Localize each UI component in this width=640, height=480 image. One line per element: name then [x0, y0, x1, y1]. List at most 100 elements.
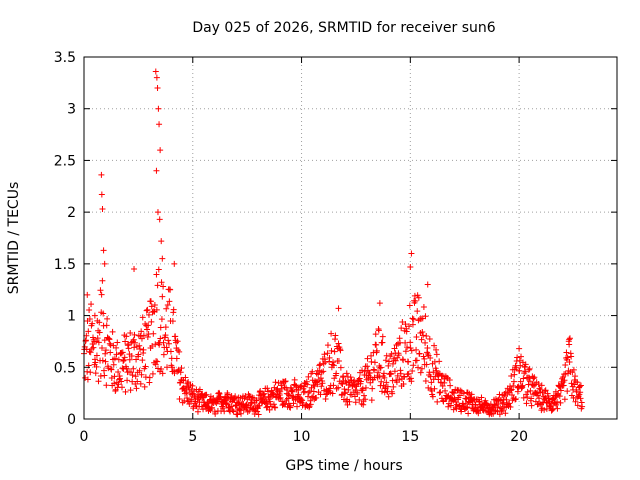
data-point — [520, 375, 527, 382]
data-point — [530, 382, 537, 389]
data-point — [139, 314, 146, 321]
data-point — [420, 304, 427, 311]
data-point — [230, 408, 237, 415]
data-point — [423, 361, 430, 368]
data-point — [84, 291, 91, 298]
data-point — [114, 339, 121, 346]
data-point — [203, 391, 210, 398]
data-point — [407, 263, 414, 270]
data-point — [99, 357, 106, 364]
data-point — [85, 328, 92, 335]
data-point — [115, 368, 122, 375]
data-point — [138, 371, 145, 378]
data-point — [566, 335, 573, 342]
data-point — [343, 370, 350, 377]
data-point — [564, 388, 571, 395]
data-point — [531, 374, 538, 381]
data-point — [146, 374, 153, 381]
data-point — [101, 372, 108, 379]
data-point — [98, 191, 105, 198]
data-point — [154, 209, 161, 216]
data-point — [564, 354, 571, 361]
data-point — [153, 358, 160, 365]
data-point — [413, 334, 420, 341]
data-point — [433, 346, 440, 353]
data-point — [335, 340, 342, 347]
data-point — [418, 365, 425, 372]
data-point — [281, 401, 288, 408]
data-point — [129, 372, 136, 379]
data-point — [295, 391, 302, 398]
data-point — [165, 337, 172, 344]
data-point — [169, 318, 176, 325]
data-point — [304, 393, 311, 400]
data-point — [120, 356, 127, 363]
data-point — [127, 369, 134, 376]
data-point — [127, 387, 134, 394]
data-point — [379, 333, 386, 340]
data-point — [115, 356, 122, 363]
data-point — [145, 322, 152, 329]
data-point — [386, 358, 393, 365]
data-point — [173, 355, 180, 362]
data-point — [158, 279, 165, 286]
data-point — [155, 266, 162, 273]
data-point — [553, 401, 560, 408]
data-point — [576, 383, 583, 390]
data-point — [290, 400, 297, 407]
data-point — [445, 403, 452, 410]
data-point — [536, 400, 543, 407]
data-point — [330, 382, 337, 389]
data-point — [410, 316, 417, 323]
data-point — [133, 356, 140, 363]
data-point — [144, 326, 151, 333]
data-point — [369, 385, 376, 392]
data-point — [508, 372, 515, 379]
data-point — [209, 404, 216, 411]
data-point — [409, 315, 416, 322]
data-point — [149, 370, 156, 377]
data-point — [335, 358, 342, 365]
data-point — [113, 344, 120, 351]
data-point — [395, 352, 402, 359]
data-point — [317, 375, 324, 382]
data-point — [152, 341, 159, 348]
data-point — [294, 403, 301, 410]
data-point — [566, 336, 573, 343]
data-point — [424, 345, 431, 352]
data-point — [171, 370, 178, 377]
data-point — [465, 410, 472, 417]
data-point — [409, 368, 416, 375]
data-point — [563, 349, 570, 356]
data-point — [431, 358, 438, 365]
data-point — [305, 373, 312, 380]
data-point — [430, 369, 437, 376]
data-point — [519, 382, 526, 389]
data-point — [512, 396, 519, 403]
y-tick-label: 2 — [67, 205, 76, 221]
data-point — [317, 361, 324, 368]
data-point — [457, 387, 464, 394]
data-point — [94, 335, 101, 342]
data-point — [101, 260, 108, 267]
data-point — [456, 392, 463, 399]
data-point — [221, 408, 228, 415]
data-point — [507, 404, 514, 411]
data-point — [409, 321, 416, 328]
y-tick-label: 3 — [67, 102, 76, 118]
data-point — [292, 382, 299, 389]
data-point — [111, 373, 118, 380]
data-point — [182, 374, 189, 381]
data-point — [510, 382, 517, 389]
data-point — [157, 324, 164, 331]
data-point — [152, 68, 159, 75]
y-tick-label: 0 — [67, 412, 76, 428]
data-point — [462, 395, 469, 402]
data-point — [418, 336, 425, 343]
data-point — [577, 382, 584, 389]
data-point — [396, 376, 403, 383]
data-point — [518, 353, 525, 360]
data-point — [383, 379, 390, 386]
data-point — [570, 366, 577, 373]
data-point — [281, 378, 288, 385]
